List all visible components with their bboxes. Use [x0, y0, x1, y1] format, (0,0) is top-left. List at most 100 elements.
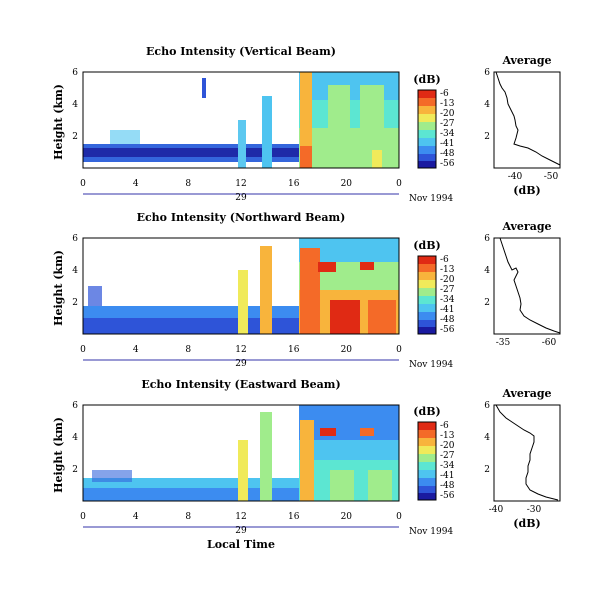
average-profile-line	[499, 237, 561, 334]
colorbar-tick: -48	[440, 149, 455, 159]
x-tick: 20	[341, 345, 353, 355]
colorbar-tick: -6	[440, 421, 449, 431]
colorbar-tick: -13	[440, 265, 455, 275]
colorbar-tick: -56	[440, 159, 455, 169]
x-tick: 0	[80, 345, 86, 355]
colorbar	[417, 89, 437, 169]
x-tick: 4	[133, 179, 139, 189]
colorbar-tick: -48	[440, 315, 455, 325]
date-label: Nov 1994	[409, 527, 453, 537]
profile-y-tick: 6	[484, 234, 490, 244]
colorbar-tick: -27	[440, 451, 455, 461]
y-ticks: 6 4 2	[72, 68, 78, 142]
profile-y-tick: 2	[484, 465, 490, 475]
colorbar-tick: -27	[440, 285, 455, 295]
y-tick: 4	[72, 433, 78, 443]
x-tick: 8	[185, 512, 191, 522]
x-tick: 16	[288, 345, 300, 355]
average-profile-line	[495, 404, 559, 501]
colorbar-tick: -6	[440, 255, 449, 265]
x-axis-label: Local Time	[207, 538, 275, 551]
colorbar-tick: -41	[440, 139, 455, 149]
date-label: Nov 1994	[409, 360, 453, 370]
profile-title: Average	[501, 220, 551, 233]
colorbar-tick: -20	[440, 275, 455, 285]
profile-y-tick: 2	[484, 298, 490, 308]
x-tick: 0	[396, 179, 402, 189]
profile-x-tick: -35	[496, 338, 511, 348]
date-day: 29	[235, 526, 247, 536]
profile-x-label: (dB)	[513, 184, 540, 197]
y-axis-label: Height (km)	[52, 84, 65, 160]
panel-title: Echo Intensity (Northward Beam)	[137, 211, 346, 224]
y-axis-label: Height (km)	[52, 250, 65, 326]
date-day: 29	[235, 193, 247, 203]
x-tick: 0	[396, 512, 402, 522]
x-tick: 0	[80, 179, 86, 189]
y-tick: 4	[72, 100, 78, 110]
profile-y-tick: 2	[484, 132, 490, 142]
colorbar-ticks: -6 -13 -20 -27 -34 -41 -48 -56	[440, 89, 455, 169]
profile-x-tick: -50	[544, 172, 559, 182]
x-tick: 4	[133, 512, 139, 522]
x-tick: 20	[341, 512, 353, 522]
x-tick: 0	[396, 345, 402, 355]
colorbar-unit: (dB)	[413, 73, 440, 86]
heatmap-area	[83, 405, 399, 501]
profile-x-tick: -60	[542, 338, 557, 348]
colorbar-tick: -34	[440, 129, 455, 139]
panel-eastward: Echo Intensity (Eastward Beam) Height (k…	[52, 378, 561, 537]
average-profile-line	[495, 71, 561, 166]
panel-northward: Echo Intensity (Northward Beam) Height (…	[52, 211, 561, 370]
profile-y-tick: 4	[484, 100, 490, 110]
x-tick: 12	[235, 179, 246, 189]
colorbar	[417, 421, 437, 501]
colorbar-unit: (dB)	[413, 405, 440, 418]
profile-x-tick: -30	[527, 505, 542, 515]
y-ticks: 6 4 2	[72, 234, 78, 308]
date-day: 29	[235, 359, 247, 369]
profile-y-tick: 6	[484, 401, 490, 411]
profile-x-tick: -40	[489, 505, 504, 515]
date-label: Nov 1994	[409, 194, 453, 204]
colorbar-tick: -20	[440, 441, 455, 451]
colorbar-tick: -41	[440, 471, 455, 481]
colorbar-tick: -48	[440, 481, 455, 491]
profile-title: Average	[501, 387, 551, 400]
colorbar-tick: -27	[440, 119, 455, 129]
profile-y-tick: 4	[484, 266, 490, 276]
colorbar-tick: -34	[440, 295, 455, 305]
colorbar-tick: -13	[440, 431, 455, 441]
x-ticks: 0 4 8 12 16 20 0	[80, 512, 402, 522]
panel-vertical: Echo Intensity (Vertical Beam) Height (k…	[52, 45, 561, 204]
colorbar-tick: -56	[440, 491, 455, 501]
x-tick: 8	[185, 179, 191, 189]
y-axis-label: Height (km)	[52, 417, 65, 493]
x-tick: 12	[235, 512, 246, 522]
x-tick: 16	[288, 179, 300, 189]
colorbar-tick: -41	[440, 305, 455, 315]
colorbar-unit: (dB)	[413, 239, 440, 252]
heatmap-area	[83, 238, 399, 334]
x-tick: 20	[341, 179, 353, 189]
y-tick: 2	[72, 298, 78, 308]
x-tick: 4	[133, 345, 139, 355]
profile-y-tick: 6	[484, 68, 490, 78]
y-tick: 6	[72, 401, 78, 411]
colorbar-ticks: -6 -13 -20 -27 -34 -41 -48 -56	[440, 255, 455, 335]
colorbar-ticks: -6 -13 -20 -27 -34 -41 -48 -56	[440, 421, 455, 501]
profile-x-tick: -40	[508, 172, 523, 182]
colorbar	[417, 255, 437, 335]
colorbar-tick: -6	[440, 89, 449, 99]
x-ticks: 0 4 8 12 16 20 0	[80, 179, 402, 189]
heatmap-area	[83, 72, 399, 168]
x-tick: 16	[288, 512, 300, 522]
colorbar-tick: -13	[440, 99, 455, 109]
y-ticks: 6 4 2	[72, 401, 78, 475]
y-tick: 2	[72, 465, 78, 475]
colorbar-tick: -20	[440, 109, 455, 119]
x-tick: 8	[185, 345, 191, 355]
y-tick: 6	[72, 234, 78, 244]
y-tick: 6	[72, 68, 78, 78]
